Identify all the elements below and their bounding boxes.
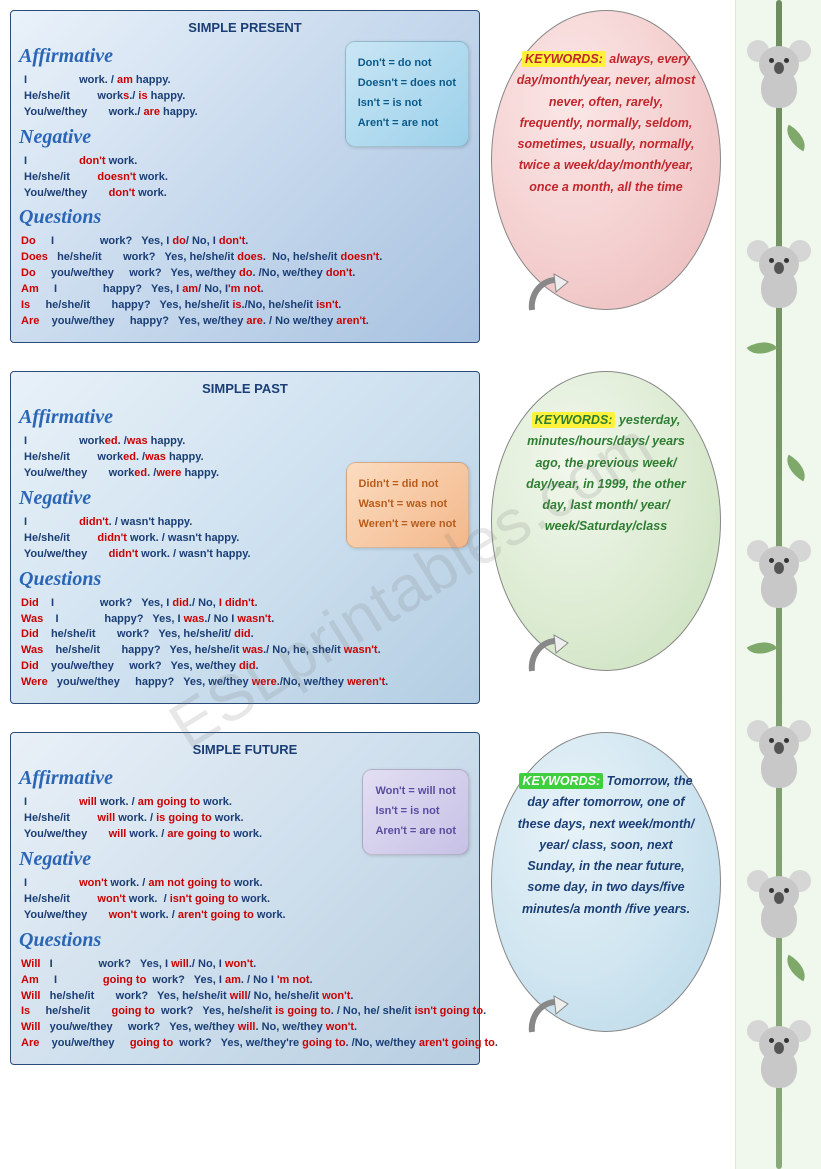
keywords-bubble: KEYWORDS: yesterday, minutes/hours/days/…: [491, 371, 721, 671]
arrow-icon: [526, 992, 572, 1038]
contraction-line: Isn't = is not: [375, 804, 456, 820]
contraction-line: Weren't = were not: [359, 517, 456, 533]
keywords-bubble-wrap: KEYWORDS: yesterday, minutes/hours/days/…: [486, 371, 726, 671]
keywords-bubble-wrap: KEYWORDS: Tomorrow, the day after tomorr…: [486, 732, 726, 1032]
keywords-label: KEYWORDS:: [519, 773, 603, 789]
question-line: Was he/she/it happy? Yes, he/she/it was.…: [21, 643, 469, 659]
contraction-line: Aren't = are not: [375, 824, 456, 840]
card-title: SIMPLE FUTURE: [21, 741, 469, 760]
contractions-box: Didn't = did not Wasn't = was not Weren't …: [346, 462, 469, 548]
page: SIMPLE PRESENTAffirmative I work. / am h…: [0, 0, 821, 1169]
question-line: Am I happy? Yes, I am/ No, I'm not.: [21, 282, 469, 298]
contraction-line: Didn't = did not: [359, 477, 456, 493]
keywords-bubble-wrap: KEYWORDS: always, every day/month/year, …: [486, 10, 726, 310]
koala-sidebar: [735, 0, 821, 1169]
heading-questions: Questions: [19, 565, 469, 594]
contraction-line: Doesn't = does not: [358, 76, 456, 92]
leaf-icon: [780, 955, 811, 982]
koala-icon: [749, 240, 809, 310]
negative-line: He/she/it won't work. / isn't going to w…: [21, 892, 469, 908]
negative-line: You/we/they don't work.: [21, 186, 469, 202]
content-column: SIMPLE PRESENTAffirmative I work. / am h…: [0, 0, 735, 1169]
question-line: Do you/we/they work? Yes, we/they do. /N…: [21, 266, 469, 282]
card-title: SIMPLE PAST: [21, 380, 469, 399]
contractions-box: Won't = will not Isn't = is not Aren't = a…: [362, 769, 469, 855]
koala-icon: [749, 540, 809, 610]
question-line: Did I work? Yes, I did./ No, I didn't.: [21, 596, 469, 612]
question-line: Is he/she/it happy? Yes, he/she/it is./N…: [21, 298, 469, 314]
arrow-icon: [526, 631, 572, 677]
card-title: SIMPLE PRESENT: [21, 19, 469, 38]
tense-row-past: SIMPLE PAST Affirmative I worked. /was ha…: [10, 371, 731, 704]
affirmative-line: I worked. /was happy.: [21, 434, 469, 450]
question-line: Did you/we/they work? Yes, we/they did.: [21, 659, 469, 675]
question-line: Were you/we/they happy? Yes, we/they wer…: [21, 675, 469, 691]
keywords-text: yesterday, minutes/hours/days/ years ago…: [526, 413, 686, 533]
question-line: Are you/we/they going to work? Yes, we/t…: [21, 1036, 469, 1052]
keywords-bubble: KEYWORDS: Tomorrow, the day after tomorr…: [491, 732, 721, 1032]
keywords-text: Tomorrow, the day after tomorrow, one of…: [518, 774, 694, 916]
keywords-label: KEYWORDS:: [522, 51, 606, 67]
grammar-card-future: SIMPLE FUTUREAffirmative I will work. / …: [10, 732, 480, 1065]
question-line: Was I happy? Yes, I was./ No I wasn't.: [21, 612, 469, 628]
keywords-bubble: KEYWORDS: always, every day/month/year, …: [491, 10, 721, 310]
question-line: Does he/she/it work? Yes, he/she/it does…: [21, 250, 469, 266]
question-line: Am I going to work? Yes, I am. / No I 'm…: [21, 973, 469, 989]
contractions-box: Don't = do not Doesn't = does not Isn't = …: [345, 41, 469, 147]
koala-icon: [749, 870, 809, 940]
koala-icon: [749, 40, 809, 110]
leaf-icon: [746, 335, 777, 362]
question-line: Will you/we/they work? Yes, we/they will…: [21, 1020, 469, 1036]
leaf-icon: [746, 635, 777, 662]
arrow-icon: [526, 270, 572, 316]
negative-line: You/we/they didn't work. / wasn't happy.: [21, 547, 469, 563]
contraction-line: Won't = will not: [375, 784, 456, 800]
negative-line: You/we/they won't work. / aren't going t…: [21, 908, 469, 924]
grammar-card-past: SIMPLE PAST Affirmative I worked. /was ha…: [10, 371, 480, 704]
koala-icon: [749, 720, 809, 790]
contraction-line: Aren't = are not: [358, 116, 456, 132]
negative-line: He/she/it doesn't work.: [21, 170, 469, 186]
tense-row-future: SIMPLE FUTUREAffirmative I will work. / …: [10, 732, 731, 1065]
heading-affirmative: Affirmative: [19, 403, 469, 432]
leaf-icon: [780, 455, 811, 482]
question-line: Will he/she/it work? Yes, he/she/it will…: [21, 989, 469, 1005]
koala-icon: [749, 1020, 809, 1090]
contraction-line: Wasn't = was not: [359, 497, 456, 513]
negative-line: I won't work. / am not going to work.: [21, 876, 469, 892]
keywords-text: always, every day/month/year, never, alm…: [517, 52, 696, 194]
heading-questions: Questions: [19, 926, 469, 955]
grammar-card-present: SIMPLE PRESENTAffirmative I work. / am h…: [10, 10, 480, 343]
keywords-label: KEYWORDS:: [532, 412, 616, 428]
contraction-line: Don't = do not: [358, 56, 456, 72]
tense-row-present: SIMPLE PRESENTAffirmative I work. / am h…: [10, 10, 731, 343]
question-line: Did he/she/it work? Yes, he/she/it/ did.: [21, 627, 469, 643]
question-line: Are you/we/they happy? Yes, we/they are.…: [21, 314, 469, 330]
negative-line: I don't work.: [21, 154, 469, 170]
contraction-line: Isn't = is not: [358, 96, 456, 112]
leaf-icon: [780, 125, 811, 152]
heading-questions: Questions: [19, 203, 469, 232]
question-line: Is he/she/it going to work? Yes, he/she/…: [21, 1004, 469, 1020]
question-line: Do I work? Yes, I do/ No, I don't.: [21, 234, 469, 250]
question-line: Will I work? Yes, I will./ No, I won't.: [21, 957, 469, 973]
